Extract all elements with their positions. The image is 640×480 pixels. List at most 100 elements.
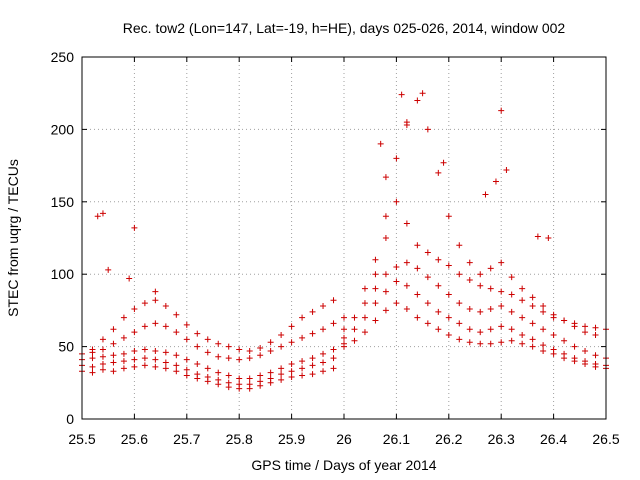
data-point [561, 317, 568, 324]
data-point [477, 271, 484, 278]
data-point [173, 368, 180, 375]
data-point [382, 288, 389, 295]
chart-title: Rec. tow2 (Lon=147, Lat=-19, h=HE), days… [123, 20, 566, 36]
data-point [508, 308, 515, 315]
data-point [204, 349, 211, 356]
data-point [414, 97, 421, 104]
data-point [550, 314, 557, 321]
data-point [215, 376, 222, 383]
data-point [267, 347, 274, 354]
data-point [445, 262, 452, 269]
data-point [330, 355, 337, 362]
data-point [393, 263, 400, 270]
data-point [508, 291, 515, 298]
data-point [435, 308, 442, 315]
data-point [131, 363, 138, 370]
data-point [456, 242, 463, 249]
data-point [492, 178, 499, 185]
x-tick-label: 26.4 [540, 431, 567, 447]
data-point [257, 352, 264, 359]
data-point [330, 346, 337, 353]
data-point [89, 369, 96, 376]
data-point [571, 320, 578, 327]
data-point [382, 307, 389, 314]
data-point [582, 358, 589, 365]
data-point [299, 334, 306, 341]
data-point [99, 210, 106, 217]
x-tick-label: 26.2 [435, 431, 462, 447]
data-point [519, 285, 526, 292]
data-point [330, 365, 337, 372]
data-point [592, 324, 599, 331]
x-tick-label: 25.5 [68, 431, 95, 447]
data-point [141, 323, 148, 330]
data-point [477, 282, 484, 289]
data-point [403, 122, 410, 129]
data-point [99, 336, 106, 343]
data-point [571, 343, 578, 350]
data-point [508, 274, 515, 281]
data-point [529, 303, 536, 310]
data-point [456, 300, 463, 307]
series-7 [341, 278, 609, 369]
data-point [351, 326, 358, 333]
data-point [424, 320, 431, 327]
data-point [498, 323, 505, 330]
x-axis-label: GPS time / Days of year 2014 [251, 457, 436, 473]
data-point [414, 314, 421, 321]
data-point [141, 362, 148, 369]
grid-lines [82, 57, 606, 419]
data-point [110, 326, 117, 333]
data-point [278, 365, 285, 372]
data-point [89, 355, 96, 362]
data-point [445, 314, 452, 321]
data-point [540, 303, 547, 310]
data-point [571, 355, 578, 362]
data-point [393, 155, 400, 162]
data-point [466, 326, 473, 333]
data-point [487, 305, 494, 312]
data-point [99, 360, 106, 367]
data-point [320, 303, 327, 310]
data-point [361, 300, 368, 307]
data-point [487, 265, 494, 272]
data-point [487, 326, 494, 333]
data-point [440, 159, 447, 166]
data-point [393, 300, 400, 307]
data-point [341, 343, 347, 350]
x-tick-label: 26.5 [592, 431, 619, 447]
data-point [215, 340, 222, 347]
data-point [204, 365, 211, 372]
data-point [288, 360, 295, 367]
data-point [361, 329, 368, 336]
data-point [351, 314, 358, 321]
data-point [582, 347, 589, 354]
axis-ticks: 25.5 25.6 25.7 25.8 25.9 26 26.1 26.2 26.3 26.4 26… [51, 49, 620, 447]
data-point [278, 343, 285, 350]
data-point [110, 368, 117, 375]
data-point [361, 314, 368, 321]
data-point [382, 235, 389, 241]
data-point [519, 297, 526, 304]
data-point [173, 311, 180, 318]
data-point [529, 343, 536, 350]
y-tick-label: 100 [51, 266, 75, 282]
data-point [330, 297, 337, 304]
data-point [173, 362, 180, 369]
data-point [445, 332, 452, 339]
series-2 [79, 355, 337, 388]
data-point [183, 366, 190, 373]
data-point [94, 213, 101, 220]
data-point [173, 352, 180, 359]
data-point [487, 340, 494, 347]
series-3 [79, 340, 347, 382]
data-point [152, 320, 159, 327]
data-point [194, 330, 201, 337]
data-point [498, 107, 505, 114]
data-point [545, 235, 552, 241]
data-point [372, 271, 379, 278]
series-4 [79, 314, 347, 363]
data-point [498, 339, 505, 346]
data-point [110, 352, 117, 359]
